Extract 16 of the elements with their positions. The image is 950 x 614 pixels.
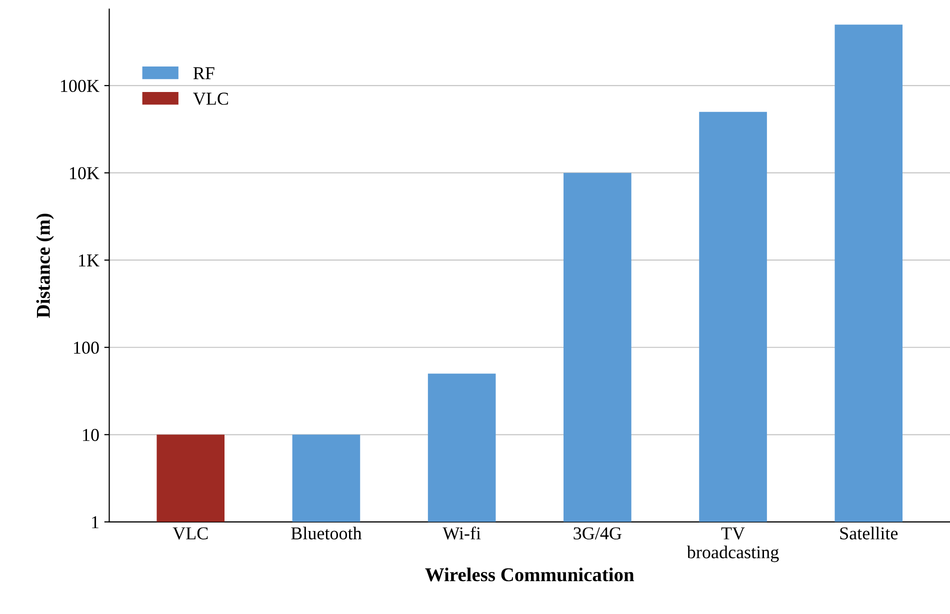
legend-label: RF bbox=[193, 67, 214, 80]
y-tick-label: 10 bbox=[83, 428, 99, 442]
y-axis-title: Distance (m) bbox=[36, 214, 54, 318]
y-tick-label: 10K bbox=[70, 167, 100, 180]
y-tick-label: 100 bbox=[74, 342, 99, 354]
y-tick-label: 1K bbox=[79, 254, 100, 266]
x-axis-title: Wireless Communication bbox=[425, 568, 634, 582]
x-tick-label: Wi-fi bbox=[442, 526, 481, 540]
y-tick-label: 1 bbox=[92, 516, 98, 528]
legend-label: VLC bbox=[193, 92, 228, 105]
x-tick-label: TV broadcasting bbox=[686, 527, 779, 562]
x-tick-label: VLC bbox=[172, 527, 208, 540]
x-tick-label: Satellite bbox=[840, 526, 898, 540]
x-tick-label: Bluetooth bbox=[291, 526, 362, 540]
y-tick-label: 100K bbox=[60, 80, 100, 92]
x-tick-label: 3G/4G bbox=[574, 527, 622, 540]
